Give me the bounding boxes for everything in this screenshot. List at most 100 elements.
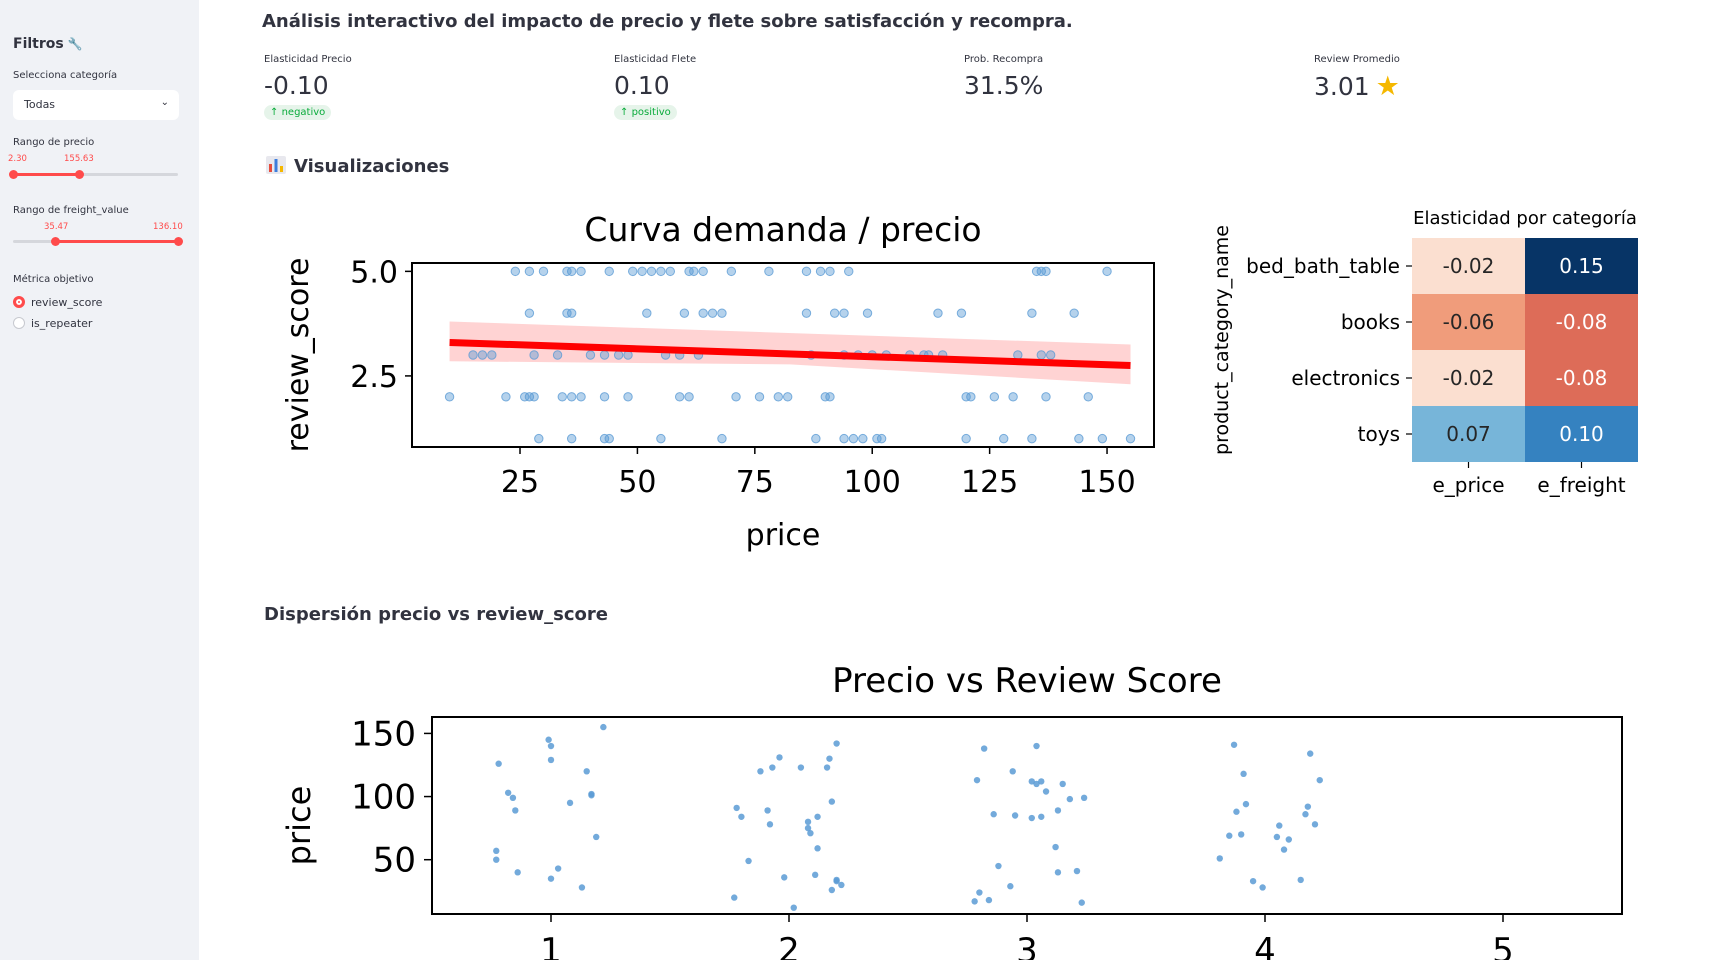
data-point: [797, 764, 805, 771]
data-point: [807, 829, 814, 837]
data-point: [1038, 778, 1045, 785]
x-tick-label: 125: [961, 465, 1018, 500]
data-point: [862, 308, 873, 318]
sidebar: Filtros 🔧 Selecciona categoría Todas ⌄ Ra…: [0, 0, 199, 960]
data-point: [545, 736, 552, 743]
data-point: [1238, 831, 1245, 838]
heatmap-value: -0.08: [1556, 310, 1608, 334]
x-tick-label: 150: [1078, 465, 1135, 500]
delta-badge: ↑ positivo: [614, 105, 677, 120]
data-point: [566, 308, 577, 318]
column-label: e_price: [1432, 473, 1504, 497]
x-tick-label: 75: [736, 465, 774, 500]
arrow-up-icon: ↑: [270, 107, 279, 118]
freight-range-slider[interactable]: [13, 237, 183, 246]
metric-elasticidad-flete: Elasticidad Flete 0.10 ↑ positivo: [614, 54, 697, 120]
data-point: [623, 392, 633, 402]
data-point: [1033, 780, 1040, 788]
bar-chart-icon: [266, 156, 286, 174]
data-point: [604, 433, 614, 444]
radio-is-repeater[interactable]: is_repeater: [13, 317, 92, 331]
data-point: [656, 433, 666, 444]
data-point: [501, 392, 511, 402]
data-point: [1036, 350, 1046, 360]
data-point: [1226, 832, 1233, 839]
data-point: [578, 884, 586, 891]
data-point: [599, 392, 610, 402]
data-point: [524, 308, 535, 318]
data-point: [833, 877, 840, 885]
heatmap-cell: [1412, 294, 1525, 350]
data-point: [973, 776, 981, 784]
price-range-slider[interactable]: [9, 170, 178, 179]
section-visualizaciones: Visualizaciones: [266, 156, 449, 177]
data-point: [769, 764, 776, 771]
data-point: [547, 756, 555, 764]
heatmap-cell: [1412, 350, 1525, 406]
data-point: [811, 433, 821, 444]
data-point: [585, 350, 596, 360]
data-point: [1041, 392, 1051, 402]
price-min-label: 2.30: [8, 154, 27, 164]
x-tick-label: 50: [618, 465, 656, 500]
category-select-value: Todas: [24, 98, 56, 111]
data-point: [495, 760, 502, 767]
data-point: [1097, 433, 1108, 444]
data-point: [717, 433, 727, 444]
freight-min-handle[interactable]: [51, 237, 60, 246]
section-dispersion: Dispersión precio vs review_score: [264, 604, 608, 625]
data-point: [674, 392, 685, 402]
data-point: [477, 350, 488, 360]
data-point: [990, 811, 997, 818]
freight-max-label: 136.10: [153, 222, 183, 232]
plot-frame: [411, 262, 1155, 448]
metric-prob-recompra: Prob. Recompra 31.5%: [964, 54, 1044, 100]
radio-review-score[interactable]: review_score: [13, 296, 102, 310]
data-point: [966, 392, 976, 402]
data-point: [599, 350, 610, 360]
data-point: [566, 266, 577, 277]
data-point: [971, 898, 978, 905]
data-point: [985, 896, 993, 904]
category-select[interactable]: Todas ⌄: [13, 90, 179, 120]
data-point: [1080, 794, 1088, 802]
data-point: [776, 754, 783, 761]
arrow-up-icon: ↑: [620, 107, 629, 118]
price-max-handle[interactable]: [75, 170, 84, 179]
data-point: [839, 308, 849, 318]
data-point: [1011, 812, 1019, 819]
data-point: [604, 266, 614, 277]
data-point: [493, 847, 500, 855]
data-point: [1302, 811, 1309, 818]
data-point: [766, 821, 774, 828]
data-point: [844, 266, 854, 277]
data-point: [689, 266, 699, 277]
data-point: [731, 894, 738, 901]
data-point: [764, 807, 771, 814]
data-point: [698, 308, 708, 318]
data-point: [1074, 433, 1084, 444]
data-point: [717, 308, 727, 318]
x-tick-label: 25: [501, 465, 539, 500]
data-point: [773, 392, 784, 402]
data-point: [698, 266, 708, 277]
data-point: [848, 433, 859, 444]
data-point: [1027, 308, 1037, 318]
data-point: [504, 789, 512, 796]
heatmap-value: -0.02: [1443, 366, 1495, 390]
data-point: [782, 392, 793, 402]
price-min-handle[interactable]: [9, 170, 18, 179]
data-point: [1041, 266, 1051, 277]
data-point: [679, 308, 690, 318]
data-point: [444, 392, 455, 402]
data-point: [684, 392, 694, 402]
data-point: [733, 804, 740, 812]
metric-review-promedio: Review Promedio 3.01 ★: [1314, 54, 1400, 102]
freight-max-handle[interactable]: [174, 237, 183, 246]
data-point: [1045, 350, 1056, 360]
data-point: [628, 266, 638, 277]
data-point: [801, 266, 812, 277]
data-point: [839, 433, 849, 444]
heatmap-title: Elasticidad por categoría: [1413, 208, 1637, 229]
data-point: [1007, 883, 1014, 890]
